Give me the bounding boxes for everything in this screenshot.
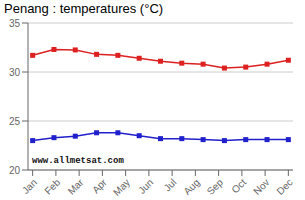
- svg-text:Mar: Mar: [66, 176, 86, 196]
- svg-text:30: 30: [9, 67, 21, 78]
- svg-text:Jun: Jun: [136, 177, 155, 196]
- svg-text:Aug: Aug: [181, 177, 201, 197]
- html-text:Penang : temperatures (°C): Penang : temperatures (°C): [4, 1, 164, 16]
- svg-text:Feb: Feb: [42, 176, 62, 196]
- svg-text:Jul: Jul: [162, 177, 179, 194]
- html-text:www.allmetsat.com: www.allmetsat.com: [32, 156, 124, 166]
- svg-text:May: May: [111, 177, 132, 198]
- svg-text:Sep: Sep: [205, 176, 226, 197]
- svg-text:Oct: Oct: [230, 177, 249, 196]
- svg-text:Jan: Jan: [20, 177, 39, 196]
- svg-text:20: 20: [9, 165, 21, 176]
- svg-text:Apr: Apr: [90, 176, 109, 195]
- svg-text:25: 25: [9, 116, 21, 127]
- svg-text:35: 35: [9, 18, 21, 29]
- svg-text:Nov: Nov: [251, 177, 271, 197]
- svg-text:Dec: Dec: [274, 177, 294, 197]
